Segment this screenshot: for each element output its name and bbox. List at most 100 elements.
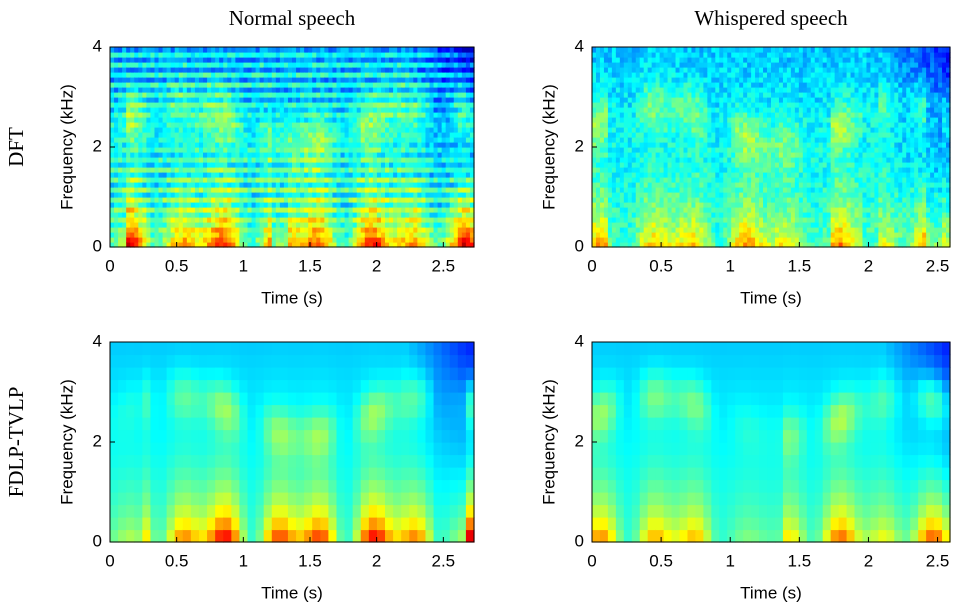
spectrogram-cell (438, 142, 443, 148)
spectrogram-cell (122, 147, 127, 153)
spectrogram-cell (288, 137, 293, 143)
spectrogram-cell (300, 112, 305, 118)
spectrogram-cell (324, 82, 329, 88)
spectrogram-cell (417, 117, 422, 123)
spectrogram-cell (336, 107, 341, 113)
spectrogram-cell (612, 142, 617, 148)
spectrogram-cell (409, 157, 414, 163)
spectrogram-cell (600, 187, 605, 193)
spectrogram-cell (707, 222, 712, 228)
spectrogram-cell (454, 92, 459, 98)
spectrogram-cell (454, 237, 459, 243)
spectrogram-cell (425, 122, 430, 128)
x-tick-label: 0.5 (165, 256, 189, 275)
spectrogram-cell (680, 57, 685, 63)
spectrogram-cell (231, 112, 236, 118)
spectrogram-cell (385, 177, 390, 183)
spectrogram-cell (612, 127, 617, 133)
spectrogram-cell (719, 157, 724, 163)
spectrogram-cell (134, 182, 139, 188)
spectrogram-cell (215, 97, 220, 103)
spectrogram-cell (187, 77, 192, 83)
spectrogram-cell (268, 182, 273, 188)
spectrogram-cell (430, 92, 435, 98)
spectrogram-cell (377, 222, 382, 228)
spectrogram-cell (385, 102, 390, 108)
spectrogram-cell (328, 117, 333, 123)
spectrogram-cell (636, 82, 641, 88)
spectrogram-cell (252, 212, 257, 218)
spectrogram-cell (430, 62, 435, 68)
spectrogram-cell (175, 237, 180, 243)
spectrogram-cell (353, 157, 358, 163)
spectrogram-cell (126, 47, 131, 53)
spectrogram-cell (620, 227, 625, 233)
spectrogram-cell (723, 97, 728, 103)
spectrogram-cell (114, 97, 119, 103)
spectrogram-cell (683, 182, 688, 188)
spectrogram-cell (138, 142, 143, 148)
spectrogram-cell (183, 162, 188, 168)
spectrogram-cell (207, 177, 212, 183)
spectrogram-cell (349, 237, 354, 243)
spectrogram-cell (604, 222, 609, 228)
spectrogram-cell (592, 232, 597, 238)
spectrogram-cell (288, 147, 293, 153)
spectrogram-cell (179, 167, 184, 173)
spectrogram-cell (648, 127, 653, 133)
spectrogram-cell (175, 47, 180, 53)
spectrogram-cell (175, 157, 180, 163)
spectrogram-cell (636, 137, 641, 143)
spectrogram-cell (466, 157, 471, 163)
spectrogram-cell (284, 172, 289, 178)
spectrogram-cell (126, 132, 131, 138)
spectrogram-cell (369, 72, 374, 78)
spectrogram-cell (195, 107, 200, 113)
spectrogram-cell (680, 62, 685, 68)
spectrogram-cell (636, 87, 641, 93)
spectrogram-cell (203, 112, 208, 118)
spectrogram-cell (203, 177, 208, 183)
spectrogram-cell (349, 122, 354, 128)
spectrogram-cell (401, 132, 406, 138)
spectrogram-cell (324, 137, 329, 143)
spectrogram-cell (231, 162, 236, 168)
spectrogram-cell (628, 117, 633, 123)
spectrogram-cell (341, 112, 346, 118)
spectrogram-cell (600, 132, 605, 138)
spectrogram-cell (187, 202, 192, 208)
spectrogram-cell (668, 202, 673, 208)
spectrogram-cell (687, 147, 692, 153)
spectrogram-cell (624, 157, 629, 163)
spectrogram-cell (203, 172, 208, 178)
spectrogram-cell (442, 197, 447, 203)
spectrogram-cell (430, 227, 435, 233)
spectrogram-cell (142, 147, 147, 153)
spectrogram-cell (130, 117, 135, 123)
spectrogram-cell (357, 77, 362, 83)
spectrogram-cell (211, 77, 216, 83)
spectrogram-cell (409, 132, 414, 138)
spectrogram-cell (353, 82, 358, 88)
spectrogram-cell (604, 142, 609, 148)
spectrogram-cell (369, 207, 374, 213)
spectrogram-cell (227, 217, 232, 223)
spectrogram-cell (438, 97, 443, 103)
spectrogram-cell (316, 207, 321, 213)
spectrogram-cell (114, 117, 119, 123)
spectrogram-cell (656, 112, 661, 118)
spectrogram-cell (219, 217, 224, 223)
spectrogram-cell (592, 87, 597, 93)
spectrogram-cell (191, 122, 196, 128)
spectrogram-cell (672, 47, 677, 53)
spectrogram-cell (276, 187, 281, 193)
spectrogram-cell (248, 157, 253, 163)
spectrogram-cell (620, 232, 625, 238)
spectrogram-cell (672, 142, 677, 148)
spectrogram-cell (369, 137, 374, 143)
spectrogram-cell (715, 57, 720, 63)
spectrogram-cell (608, 67, 613, 73)
spectrogram-cell (446, 102, 451, 108)
spectrogram-cell (640, 122, 645, 128)
spectrogram-cell (252, 62, 257, 68)
